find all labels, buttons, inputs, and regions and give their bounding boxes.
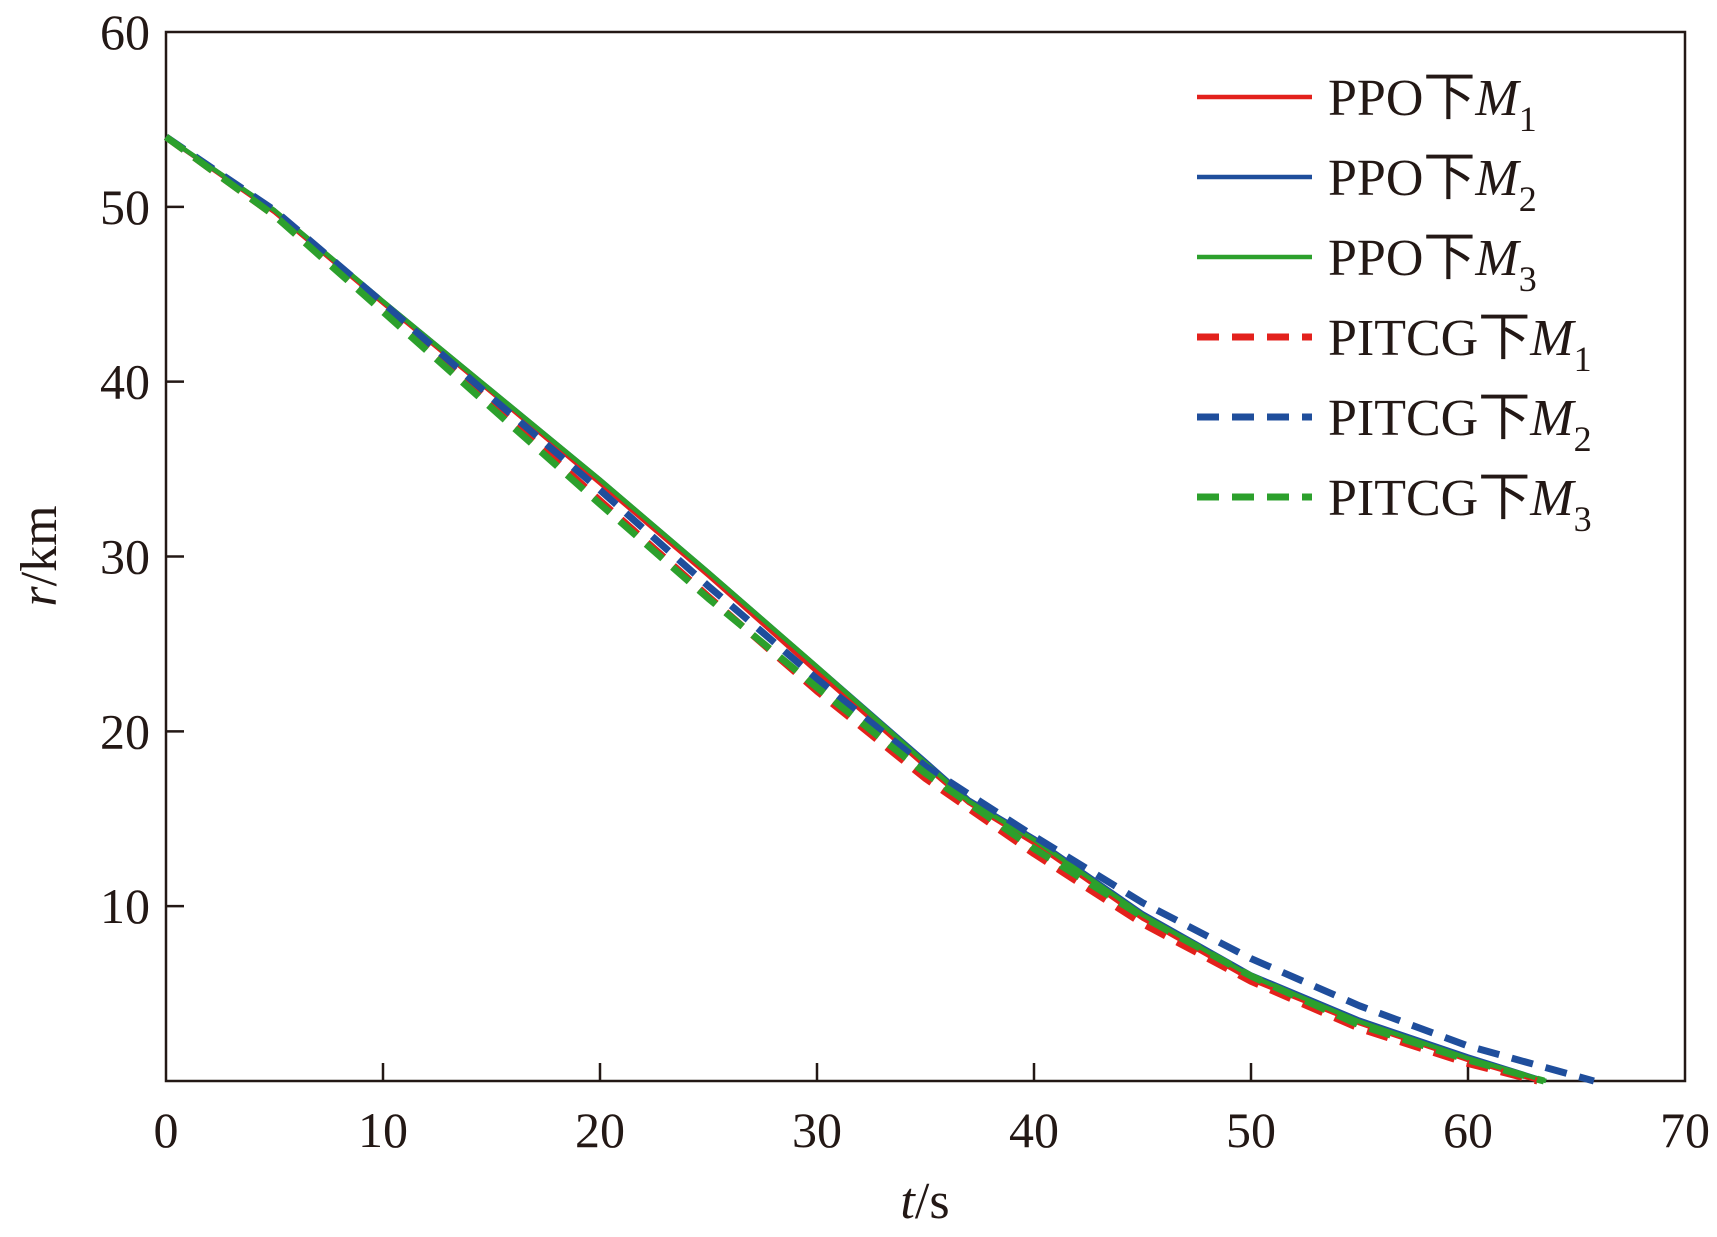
x-tick-label: 70	[1660, 1102, 1710, 1158]
legend-label-text: PPO下	[1328, 70, 1475, 127]
series-line-5	[164, 134, 1595, 1085]
legend-label-var: M	[1529, 390, 1576, 447]
legend-label-var: M	[1474, 150, 1521, 207]
y-tick-label: 30	[100, 529, 150, 585]
legend-label: PITCG下M2	[1328, 390, 1592, 459]
legend-label-text: PITCG下	[1328, 310, 1530, 367]
legend-label-sub: 3	[1574, 499, 1592, 539]
series-layer	[163, 134, 1595, 1085]
legend-label: PPO下M3	[1328, 230, 1537, 299]
x-tick-label: 50	[1226, 1102, 1276, 1158]
x-tick-label: 0	[154, 1102, 179, 1158]
legend-label-sub: 2	[1574, 419, 1592, 459]
x-tick-label: 60	[1443, 1102, 1493, 1158]
legend-label-text: PPO下	[1328, 230, 1475, 287]
legend-label-text: PITCG下	[1328, 470, 1530, 527]
y-tick-label: 60	[100, 4, 150, 60]
y-tick-label: 50	[100, 179, 150, 235]
legend-label-var: M	[1474, 230, 1521, 287]
legend: PPO下M1PPO下M2PPO下M3PITCG下M1PITCG下M2PITCG下…	[1197, 70, 1592, 539]
y-axis: 10 20 30 40 50 60	[100, 4, 184, 934]
x-tick-label: 20	[575, 1102, 625, 1158]
legend-label: PPO下M2	[1328, 150, 1537, 219]
x-axis-unit: /s	[915, 1173, 950, 1230]
plot-area	[164, 30, 1687, 1083]
y-axis-unit: /km	[11, 505, 68, 586]
legend-label-sub: 1	[1519, 99, 1537, 139]
legend-label-sub: 3	[1519, 259, 1537, 299]
x-axis-label: t/s	[900, 1173, 949, 1230]
x-tick-label: 40	[1009, 1102, 1059, 1158]
y-tick-label: 40	[100, 354, 150, 410]
legend-label-var: M	[1474, 70, 1521, 127]
y-tick-label: 20	[100, 703, 150, 759]
y-axis-var: r	[11, 586, 68, 607]
legend-label-sub: 1	[1574, 339, 1592, 379]
legend-label-var: M	[1529, 310, 1576, 367]
legend-label: PPO下M1	[1328, 70, 1537, 139]
series-line-6	[163, 134, 1545, 1085]
legend-label: PITCG下M3	[1328, 470, 1592, 539]
x-axis-var: t	[900, 1173, 916, 1230]
legend-label-text: PITCG下	[1328, 390, 1530, 447]
legend-label-sub: 2	[1519, 179, 1537, 219]
x-tick-label: 10	[358, 1102, 408, 1158]
legend-label: PITCG下M1	[1328, 310, 1592, 379]
legend-label-var: M	[1529, 470, 1576, 527]
x-tick-label: 30	[792, 1102, 842, 1158]
legend-label-text: PPO下	[1328, 150, 1475, 207]
y-axis-label: r/km	[11, 505, 68, 606]
y-tick-label: 10	[100, 878, 150, 934]
x-axis: 0 10 20 30 40 50 60 70	[154, 1063, 1710, 1158]
